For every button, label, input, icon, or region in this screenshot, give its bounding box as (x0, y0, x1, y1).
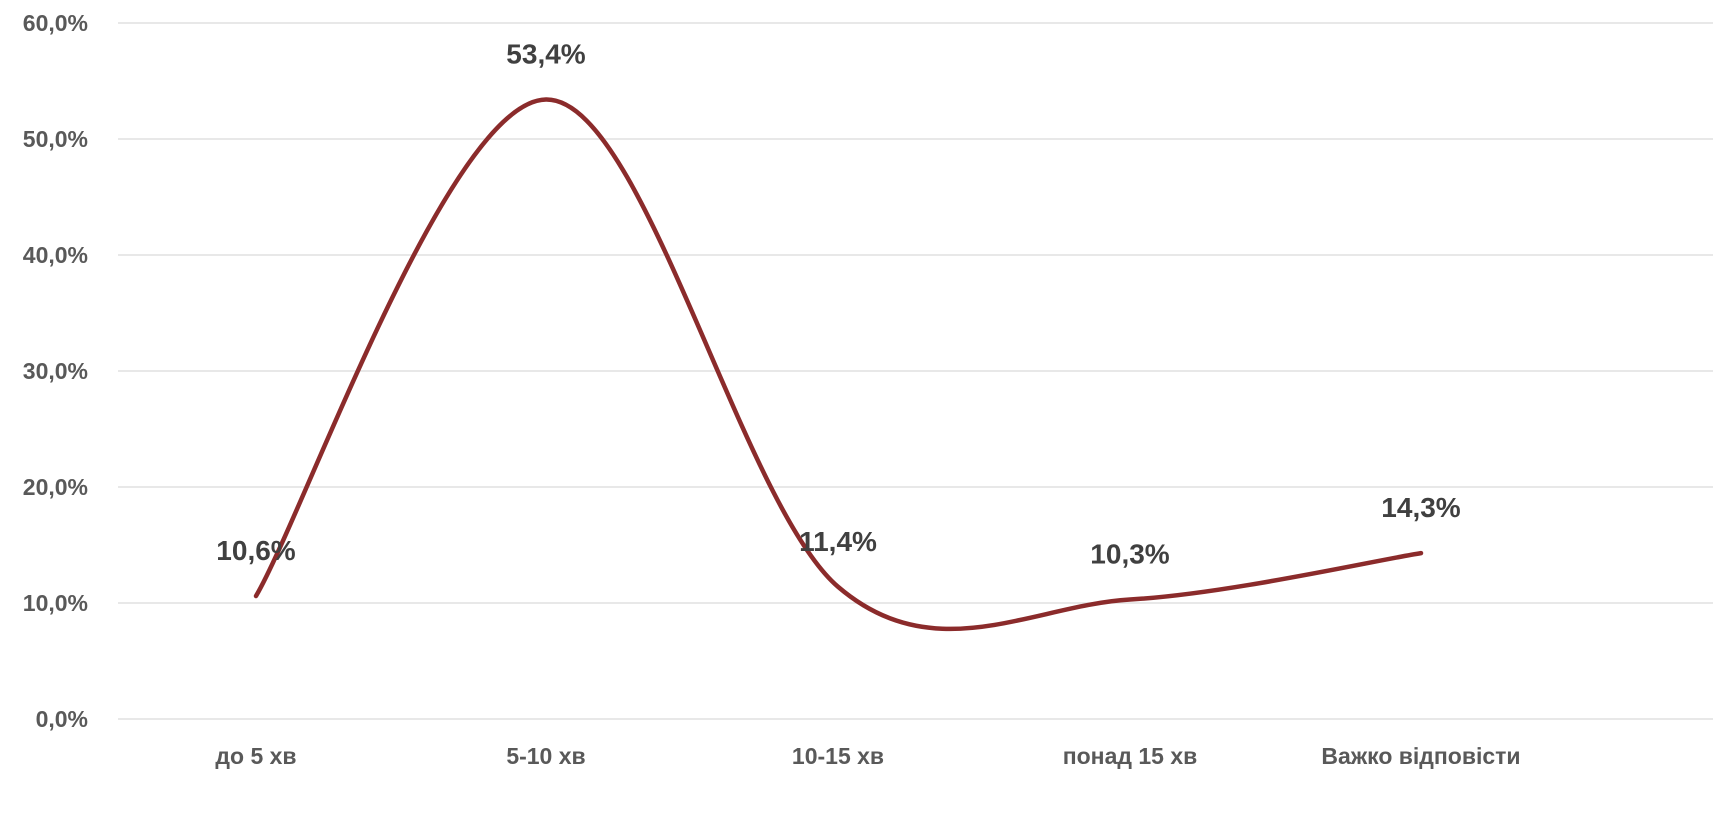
y-axis: 0,0% 10,0% 20,0% 30,0% 40,0% 50,0% 60,0% (23, 10, 88, 732)
y-tick-label: 50,0% (23, 126, 88, 152)
y-tick-label: 30,0% (23, 358, 88, 384)
data-label: 53,4% (506, 39, 585, 70)
y-tick-label: 0,0% (36, 706, 88, 732)
x-tick-label: 5-10 хв (506, 743, 585, 769)
y-tick-label: 40,0% (23, 242, 88, 268)
x-axis: до 5 хв 5-10 хв 10-15 хв понад 15 хв Важко в… (215, 743, 1520, 769)
y-tick-label: 20,0% (23, 474, 88, 500)
series-layer (253, 97, 1424, 632)
x-tick-label: до 5 хв (215, 743, 296, 769)
data-label: 11,4% (799, 526, 877, 557)
series-line (253, 97, 1424, 632)
data-label: 14,3% (1381, 492, 1460, 523)
x-tick-label: Важко відповісти (1321, 743, 1520, 769)
y-tick-label: 60,0% (23, 10, 88, 36)
x-tick-label: 10-15 хв (792, 743, 884, 769)
data-label: 10,3% (1090, 539, 1169, 570)
x-tick-label: понад 15 хв (1063, 743, 1198, 769)
data-label: 10,6% (216, 535, 295, 566)
y-tick-label: 10,0% (23, 590, 88, 616)
gridlines (118, 22, 1713, 720)
data-labels: 10,6% 53,4% 11,4% 10,3% 14,3% (216, 39, 1460, 570)
